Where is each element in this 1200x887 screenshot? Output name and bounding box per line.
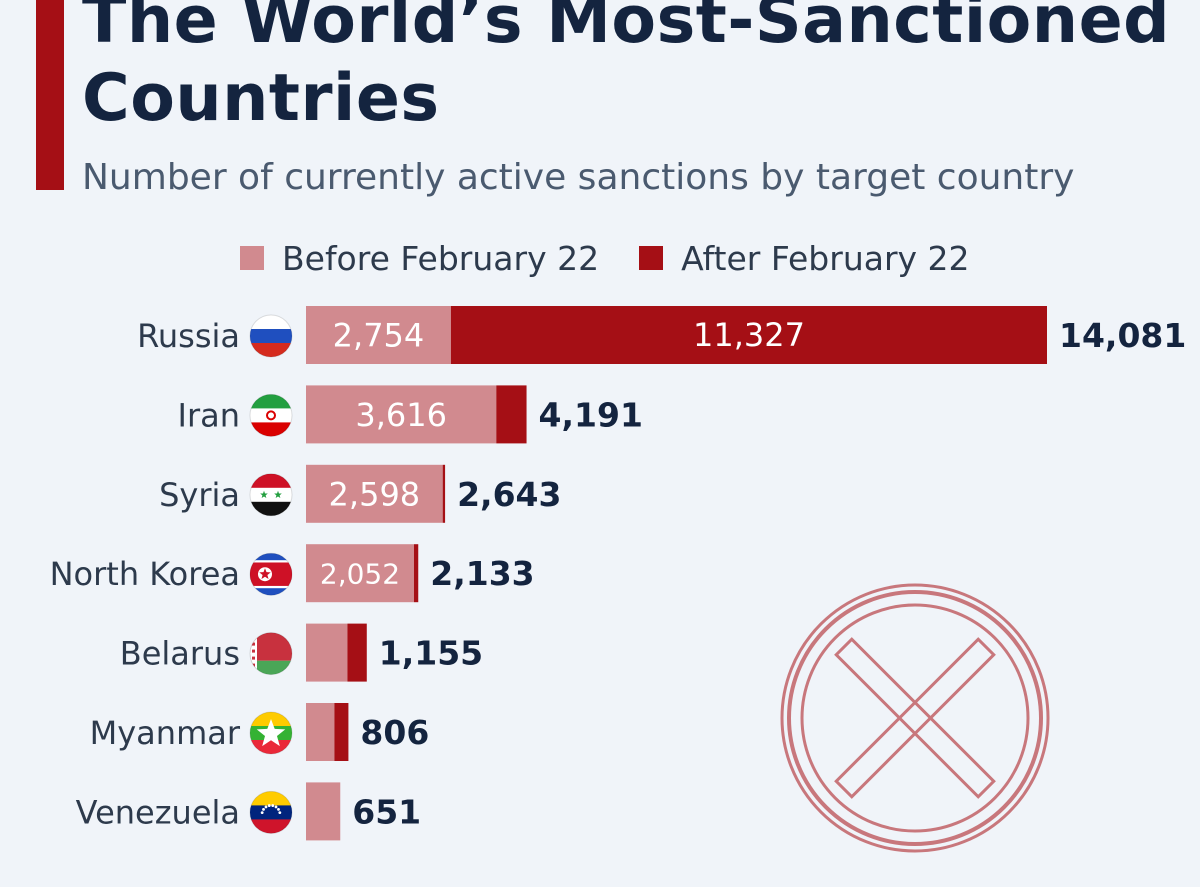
total-label: 4,191 <box>539 395 643 434</box>
bar-row: Belarus 1,155 <box>120 623 483 682</box>
category-label: North Korea <box>50 555 240 593</box>
total-label: 806 <box>360 713 429 752</box>
total-label: 14,081 <box>1059 316 1186 355</box>
category-label: Venezuela <box>76 793 240 831</box>
chart-title: The World’s Most-Sanctioned Countries <box>82 0 1171 136</box>
total-label: 2,133 <box>430 554 534 593</box>
bar-before <box>306 782 341 841</box>
legend-swatch-before <box>240 246 264 270</box>
segment-label-before: 2,052 <box>320 557 400 590</box>
bar-before <box>306 623 348 682</box>
category-label: Syria <box>159 476 240 514</box>
russia-flag-icon <box>249 314 293 358</box>
category-label: Russia <box>137 317 240 355</box>
bar-row: North Korea 2,052 2,133 <box>50 544 535 603</box>
bar-after <box>413 544 419 603</box>
category-label: Belarus <box>120 635 240 673</box>
category-label: Iran <box>178 396 240 434</box>
legend-swatch-after <box>639 246 664 270</box>
bar-before <box>306 306 451 364</box>
bar-row: Venezuela 651 <box>76 782 421 841</box>
bar-after <box>450 306 1048 364</box>
segment-label-before: 2,598 <box>329 475 421 513</box>
legend: Before February 22 After February 22 <box>240 236 970 280</box>
chart-subtitle: Number of currently active sanctions by … <box>82 157 1075 198</box>
myanmar-flag-icon <box>249 711 293 755</box>
bar-before <box>306 544 414 603</box>
syria-flag-icon <box>249 473 293 517</box>
venezuela-flag-icon <box>249 790 293 834</box>
bar-row: Syria 2,598 2,643 <box>159 464 561 523</box>
bar-after <box>334 703 349 761</box>
segment-label-before: 3,616 <box>355 396 447 434</box>
total-label: 1,155 <box>379 634 483 673</box>
total-label: 651 <box>352 792 421 831</box>
category-label: Myanmar <box>90 714 241 752</box>
bar-after <box>442 464 446 523</box>
bar-after <box>496 385 527 444</box>
cross-circle-icon <box>780 583 1050 853</box>
accent-bar <box>36 0 64 190</box>
legend-label-before: Before February 22 <box>282 238 600 278</box>
bar-after <box>347 623 367 682</box>
legend-item-after: After February 22 <box>639 238 970 278</box>
bar-before <box>306 464 443 523</box>
north-korea-flag-icon <box>249 552 293 596</box>
segment-label-after: 11,327 <box>693 316 805 354</box>
belarus-flag-icon <box>249 632 293 676</box>
bar-row: Russia 2,754 11,327 14,081 <box>137 306 1186 364</box>
iran-flag-icon <box>249 393 293 437</box>
bar-row: Myanmar 806 <box>90 703 429 761</box>
segment-label-before: 2,754 <box>333 317 425 355</box>
legend-item-before: Before February 22 <box>240 239 599 278</box>
legend-label-after: After February 22 <box>681 238 970 278</box>
bar-before <box>306 385 497 444</box>
total-label: 2,643 <box>457 475 561 514</box>
bar-row: Iran 3,616 4,191 <box>178 385 643 444</box>
bar-before <box>306 703 335 761</box>
